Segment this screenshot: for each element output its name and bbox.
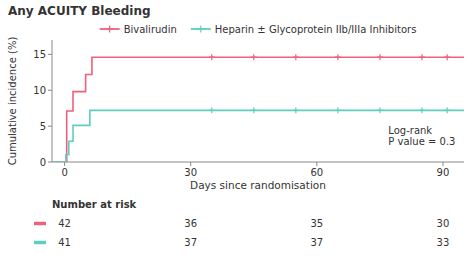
censor-mark	[251, 107, 257, 113]
x-tick	[442, 162, 443, 166]
legend-item: Bivalirudin	[100, 24, 177, 35]
legend-label: Heparin ± Glycoprotein IIb/IIIa Inhibito…	[215, 24, 417, 35]
x-tick	[190, 162, 191, 166]
x-tick-label: 30	[184, 167, 197, 178]
y-tick-label: 15	[33, 49, 46, 60]
y-axis-label: Cumulative incidence (%)	[7, 37, 18, 166]
legend-marker	[197, 26, 204, 33]
x-tick-label: 60	[310, 167, 323, 178]
y-tick	[48, 54, 52, 55]
censor-mark	[419, 107, 425, 113]
x-axis-line	[52, 162, 464, 163]
risk-table-title: Number at risk	[52, 199, 137, 210]
censor-mark	[293, 107, 299, 113]
annotation: Log-rankP value = 0.3	[388, 125, 455, 147]
x-tick	[64, 162, 65, 166]
x-axis-label: Days since randomisation	[190, 179, 326, 191]
risk-number: 33	[437, 237, 450, 248]
risk-number: 41	[58, 237, 71, 248]
y-tick-label: 10	[33, 85, 46, 96]
risk-number: 37	[184, 237, 197, 248]
censor-mark	[209, 54, 215, 60]
y-axis-line	[52, 40, 53, 162]
risk-number: 37	[310, 237, 323, 248]
legend-label: Bivalirudin	[124, 24, 177, 35]
survival-curve	[52, 110, 464, 162]
censor-mark	[335, 107, 341, 113]
censor-mark	[444, 107, 450, 113]
censor-mark	[293, 54, 299, 60]
annotation-line: P value = 0.3	[388, 136, 455, 147]
risk-number: 36	[184, 218, 197, 229]
annotation-line: Log-rank	[388, 125, 432, 136]
risk-row-swatch	[34, 241, 46, 245]
x-tick-label: 0	[61, 167, 67, 178]
y-tick	[48, 126, 52, 127]
plot-area	[52, 54, 464, 162]
risk-number: 42	[58, 218, 71, 229]
censor-mark	[377, 54, 383, 60]
risk-number: 30	[437, 218, 450, 229]
censor-mark	[335, 54, 341, 60]
y-tick-label: 5	[40, 121, 46, 132]
survival-curve	[52, 57, 464, 162]
risk-number: 35	[310, 218, 323, 229]
risk-row-swatch	[34, 222, 46, 226]
censor-mark	[444, 54, 450, 60]
x-tick-label: 90	[437, 167, 450, 178]
legend-item: Heparin ± Glycoprotein IIb/IIIa Inhibito…	[191, 24, 417, 35]
legend-marker	[106, 26, 113, 33]
legend: Bivalirudin Heparin ± Glycoprotein IIb/II…	[100, 24, 417, 35]
y-tick	[48, 162, 52, 163]
title: Any ACUITY Bleeding	[8, 4, 151, 18]
y-tick	[48, 90, 52, 91]
censor-mark	[377, 107, 383, 113]
censor-mark	[251, 54, 257, 60]
y-tick-label: 0	[40, 157, 46, 168]
censor-mark	[209, 107, 215, 113]
x-tick	[316, 162, 317, 166]
censor-mark	[419, 54, 425, 60]
